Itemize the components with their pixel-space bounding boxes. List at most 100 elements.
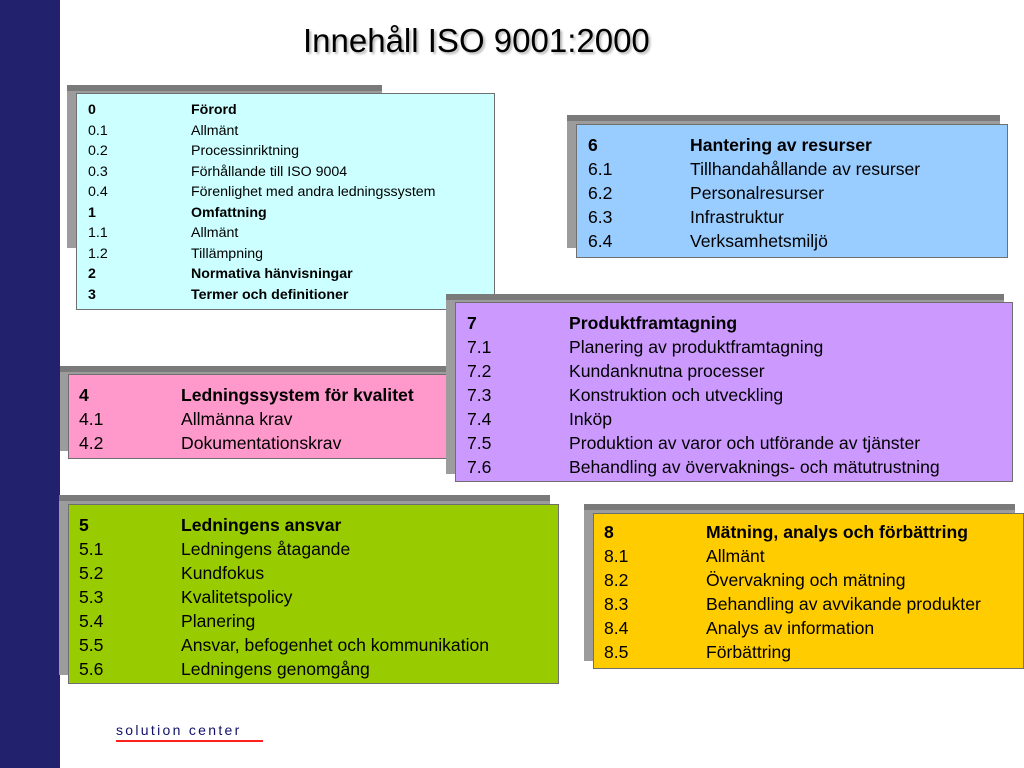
- section-heading-row: 4 Ledningssystem för kvalitet: [79, 383, 457, 407]
- section-title: Mätning, analys och förbättring: [706, 522, 968, 542]
- section-number: 0.4: [88, 184, 108, 200]
- section-title: Förhållande till ISO 9004: [191, 163, 348, 180]
- section-number: 4.1: [79, 409, 104, 429]
- section-number: 3: [88, 286, 96, 303]
- section-5-box: 5 Ledningens ansvar 5.1 Ledningens åtagande…: [68, 504, 559, 684]
- section-title: Hantering av resurser: [690, 135, 872, 155]
- subsection-row: 0.4 Förenlighet med andra ledningssystem: [88, 182, 494, 203]
- section-title: Förenlighet med andra ledningssystem: [191, 184, 436, 200]
- section-number: 5.6: [79, 659, 104, 679]
- section-number: 7.2: [467, 361, 492, 381]
- section-number: 6.4: [588, 231, 613, 251]
- section-number: 8.1: [604, 546, 629, 566]
- section-4-box: 4 Ledningssystem för kvalitet 4.1 Allmänna …: [68, 374, 458, 459]
- subsection-row: 6.1 Tillhandahållande av resurser: [588, 157, 1007, 181]
- section-number: 1: [88, 204, 96, 221]
- section-heading-row: 6 Hantering av resurser: [588, 133, 1007, 157]
- section-heading-row: 1 Omfattning: [88, 203, 494, 224]
- left-sidebar-band: [0, 0, 60, 768]
- section-number: 5.4: [79, 611, 104, 631]
- section-title: Allmänt: [191, 225, 239, 241]
- section-6-box: 6 Hantering av resurser 6.1 Tillhandahållan…: [576, 124, 1008, 258]
- section-title: Inköp: [569, 409, 613, 429]
- section-number: 1.1: [88, 225, 108, 241]
- section-title: Förbättring: [706, 642, 792, 662]
- subsection-row: 5.4 Planering: [79, 609, 558, 633]
- section-title: Processinriktning: [191, 143, 300, 159]
- section-title: Ledningens åtagande: [181, 539, 351, 559]
- section-number: 6: [588, 135, 598, 155]
- subsection-row: 4.1 Allmänna krav: [79, 407, 457, 431]
- footer-underline: [116, 740, 263, 742]
- section-title: Termer och definitioner: [191, 286, 349, 303]
- subsection-row: 8.4 Analys av information: [604, 616, 1023, 640]
- section-number: 5.1: [79, 539, 104, 559]
- section-title: Kundfokus: [181, 563, 265, 583]
- section-title: Dokumentationskrav: [181, 433, 342, 453]
- section-title: Ledningens genomgång: [181, 659, 370, 679]
- section-number: 7.3: [467, 385, 492, 405]
- section-number: 5.5: [79, 635, 104, 655]
- section-title: Allmänna krav: [181, 409, 293, 429]
- subsection-row: 7.4 Inköp: [467, 407, 1012, 431]
- section-title: Verksamhetsmiljö: [690, 231, 828, 251]
- section-title: Kvalitetspolicy: [181, 587, 293, 607]
- section-8-box: 8 Mätning, analys och förbättring 8.1 Allmä…: [593, 513, 1024, 669]
- section-number: 8.3: [604, 594, 629, 614]
- section-heading-row: 3 Termer och definitioner: [88, 285, 494, 306]
- section-title: Konstruktion och utveckling: [569, 385, 784, 405]
- section-number: 4.2: [79, 433, 104, 453]
- subsection-row: 5.6 Ledningens genomgång: [79, 657, 558, 681]
- section-number: 0.3: [88, 163, 108, 180]
- section-number: 2: [88, 266, 96, 282]
- section-number: 0.1: [88, 122, 108, 139]
- section-number: 0: [88, 102, 96, 118]
- subsection-row: 0.1 Allmänt: [88, 121, 494, 142]
- section-number: 7.6: [467, 457, 492, 477]
- section-title: Tillhandahållande av resurser: [690, 159, 921, 179]
- subsection-row: 5.3 Kvalitetspolicy: [79, 585, 558, 609]
- subsection-row: 7.2 Kundanknutna processer: [467, 359, 1012, 383]
- section-number: 8.4: [604, 618, 629, 638]
- section-title: Planering av produktframtagning: [569, 337, 824, 357]
- section-title: Omfattning: [191, 204, 267, 221]
- subsection-row: 1.2 Tillämpning: [88, 244, 494, 265]
- subsection-row: 0.2 Processinriktning: [88, 141, 494, 162]
- section-number: 8: [604, 522, 614, 542]
- footer-logo-text: solution center: [116, 722, 242, 738]
- section-0-3-box: 0 Förord 0.1 Allmänt 0.2 Processinriktning 0.3…: [76, 93, 495, 310]
- page-title: Innehåll ISO 9001:2000: [303, 22, 650, 59]
- section-heading-row: 0 Förord: [88, 100, 494, 121]
- subsection-row: 8.5 Förbättring: [604, 640, 1023, 664]
- section-title: Normativa hänvisningar: [191, 266, 353, 282]
- section-title: Produktion av varor och utförande av tjä…: [569, 433, 921, 453]
- section-title: Allmänt: [191, 122, 239, 139]
- section-number: 6.2: [588, 183, 613, 203]
- subsection-row: 8.1 Allmänt: [604, 544, 1023, 568]
- section-number: 6.3: [588, 207, 613, 227]
- section-number: 7: [467, 313, 477, 333]
- section-title: Allmänt: [706, 546, 765, 566]
- section-number: 5.2: [79, 563, 104, 583]
- subsection-row: 6.3 Infrastruktur: [588, 205, 1007, 229]
- section-title: Analys av information: [706, 618, 875, 638]
- subsection-row: 7.6 Behandling av övervaknings- och mätut…: [467, 455, 1012, 479]
- subsection-row: 6.2 Personalresurser: [588, 181, 1007, 205]
- section-title: Övervakning och mätning: [706, 570, 906, 590]
- section-number: 8.5: [604, 642, 629, 662]
- section-number: 7.5: [467, 433, 492, 453]
- section-heading-row: 8 Mätning, analys och förbättring: [604, 520, 1023, 544]
- section-title: Behandling av övervaknings- och mätutrus…: [569, 457, 940, 477]
- section-heading-row: 7 Produktframtagning: [467, 311, 1012, 335]
- section-title: Behandling av avvikande produkter: [706, 594, 981, 614]
- section-title: Kundanknutna processer: [569, 361, 765, 381]
- section-number: 1.2: [88, 245, 108, 262]
- section-number: 8.2: [604, 570, 629, 590]
- section-title: Infrastruktur: [690, 207, 784, 227]
- section-number: 4: [79, 385, 89, 405]
- subsection-row: 5.5 Ansvar, befogenhet och kommunikation: [79, 633, 558, 657]
- section-title: Personalresurser: [690, 183, 824, 203]
- section-title: Ansvar, befogenhet och kommunikation: [181, 635, 490, 655]
- subsection-row: 0.3 Förhållande till ISO 9004: [88, 162, 494, 183]
- section-title: Tillämpning: [191, 245, 264, 262]
